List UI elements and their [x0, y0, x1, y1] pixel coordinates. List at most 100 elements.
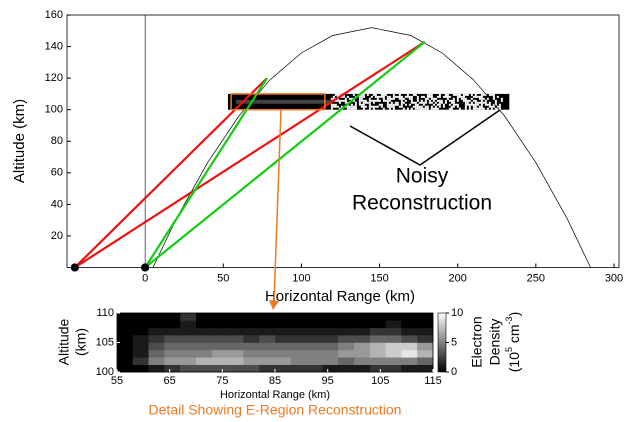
colorbar-label: (105 cm-3) [504, 312, 521, 373]
noise [430, 97, 433, 100]
noise [350, 97, 353, 100]
noise [376, 97, 379, 100]
heat-cell [385, 327, 402, 336]
noise [452, 103, 455, 106]
noise [446, 93, 449, 96]
noise [402, 97, 405, 100]
station [70, 263, 79, 272]
heat-cell [306, 313, 323, 321]
noise [490, 107, 493, 110]
noise [424, 105, 427, 108]
noise [372, 107, 375, 110]
noise [392, 95, 395, 98]
noise [332, 97, 335, 100]
noise [456, 103, 459, 106]
noise [344, 97, 347, 100]
noise [286, 99, 290, 104]
heat-cell [259, 335, 276, 343]
noise [442, 95, 445, 98]
noise [304, 99, 308, 104]
noise [498, 105, 501, 108]
noise [486, 107, 489, 110]
noise [432, 103, 435, 106]
noise [325, 99, 329, 104]
noise [388, 97, 391, 100]
noise [271, 99, 275, 104]
y-tick-label: 20 [51, 230, 63, 242]
noise [468, 103, 471, 106]
heat-cell [243, 349, 260, 358]
heat-cell [417, 342, 434, 351]
heat-cell [417, 349, 434, 358]
noise [464, 103, 467, 106]
heat-cell [196, 342, 213, 351]
heat-cell [322, 342, 339, 351]
noise [354, 101, 357, 104]
noise [392, 107, 395, 110]
heat-cell [338, 320, 355, 329]
noise [492, 95, 495, 98]
noise [424, 107, 427, 110]
inset-y-label: Altitude [56, 318, 72, 365]
noise [416, 103, 419, 106]
noise [436, 107, 439, 110]
x-tick-label: 75 [216, 375, 228, 387]
noise [352, 93, 355, 96]
heat-cell [259, 327, 276, 336]
heat-cell [322, 327, 339, 336]
noise [283, 99, 287, 104]
noise [456, 99, 459, 102]
noise [414, 103, 417, 106]
heat-cell [196, 364, 213, 373]
x-tick-label: 55 [111, 375, 123, 387]
heat-cell [290, 335, 307, 343]
heat-cell [369, 327, 386, 336]
noise [454, 103, 457, 106]
noise [426, 93, 429, 96]
noise [480, 97, 483, 100]
noise [436, 95, 439, 98]
noise [398, 93, 401, 96]
heat-cell [417, 327, 434, 336]
heat-cell [338, 357, 355, 365]
noise [380, 105, 383, 108]
noise [358, 95, 361, 98]
noise [436, 99, 439, 102]
noise [330, 103, 333, 106]
noise [301, 99, 305, 104]
noise [460, 97, 463, 100]
heat-cell [385, 335, 402, 343]
heat-cell [385, 349, 402, 358]
annotation: Noisy [396, 165, 449, 188]
noise [358, 101, 361, 104]
noise [372, 101, 375, 104]
heat-cell [385, 357, 402, 365]
heat-cell [354, 320, 371, 329]
heat-cell [322, 349, 339, 358]
noise [364, 101, 367, 104]
noise [386, 101, 389, 104]
x-tick-label: 0 [142, 272, 148, 284]
noise [474, 99, 477, 102]
noise [408, 95, 411, 98]
heat-cell [354, 342, 371, 351]
noise [372, 105, 375, 108]
noise [470, 101, 473, 104]
heat-cell [401, 327, 418, 336]
heat-cell [259, 364, 276, 373]
heat-cell [385, 364, 402, 373]
noise [442, 105, 445, 108]
noise [390, 101, 393, 104]
heat-cell [401, 357, 418, 365]
heat-cell [117, 342, 134, 351]
heat-cell [164, 313, 181, 321]
noise [350, 103, 353, 106]
noise [376, 105, 379, 108]
noise [340, 105, 343, 108]
noise [336, 105, 339, 108]
noise [420, 99, 423, 102]
colorbar-label-part: cm [506, 324, 522, 347]
noise [462, 93, 465, 96]
heat-cell [132, 357, 149, 365]
noise [238, 99, 242, 104]
